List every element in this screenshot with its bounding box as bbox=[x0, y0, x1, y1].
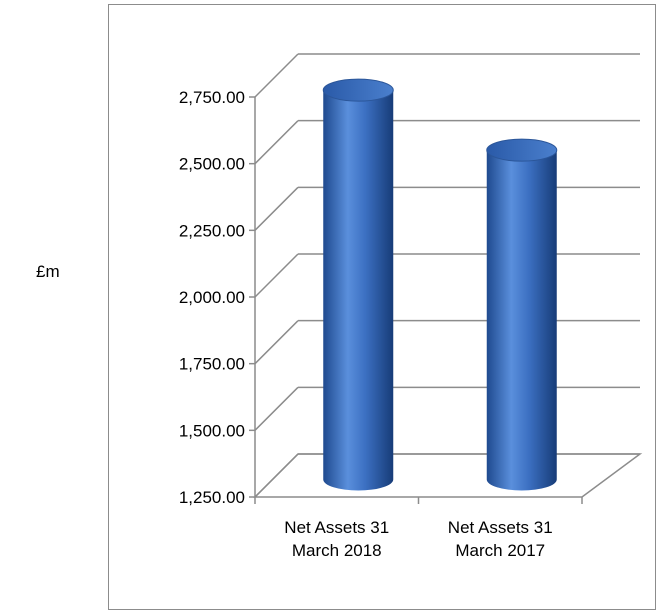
bar-body bbox=[486, 150, 557, 491]
x-tick-label-line: Net Assets 31 bbox=[448, 518, 553, 537]
floor bbox=[253, 453, 643, 498]
y-tick-label: 2,500.00 bbox=[179, 155, 245, 174]
gridline-diagonal bbox=[254, 186, 299, 231]
bar bbox=[486, 138, 558, 491]
gridline-diagonal bbox=[254, 253, 299, 298]
gridlines bbox=[254, 53, 640, 498]
y-tick-label: 1,250.00 bbox=[179, 488, 245, 507]
labels: 1,250.00 1,500.00 1,750.00 2,000.00 2,250.00… bbox=[179, 88, 553, 560]
x-tick-label-line: March 2017 bbox=[455, 541, 545, 560]
x-tick-label-line: March 2018 bbox=[292, 541, 382, 560]
gridline-diagonal bbox=[254, 120, 299, 165]
bar-body bbox=[323, 90, 394, 491]
bar-top bbox=[322, 78, 394, 102]
y-tick-label: 1,500.00 bbox=[179, 421, 245, 440]
x-tick-label-line: Net Assets 31 bbox=[284, 518, 389, 537]
bars bbox=[322, 78, 558, 491]
bar bbox=[322, 78, 394, 491]
y-tick-label: 2,750.00 bbox=[179, 88, 245, 107]
y-axis-label: £m bbox=[36, 262, 60, 281]
gridline-diagonal bbox=[254, 53, 299, 98]
chart-frame bbox=[108, 4, 656, 610]
y-tick-label: 2,250.00 bbox=[179, 221, 245, 240]
x-tick-label: Net Assets 31 March 2018 bbox=[284, 518, 389, 560]
gridline-diagonal bbox=[254, 320, 299, 365]
x-tick-label: Net Assets 31 March 2017 bbox=[448, 518, 553, 560]
y-tick-label: 1,750.00 bbox=[179, 355, 245, 374]
bar-top bbox=[486, 138, 558, 162]
axes bbox=[249, 96, 643, 504]
gridline-diagonal bbox=[254, 386, 299, 431]
y-tick-label: 2,000.00 bbox=[179, 288, 245, 307]
